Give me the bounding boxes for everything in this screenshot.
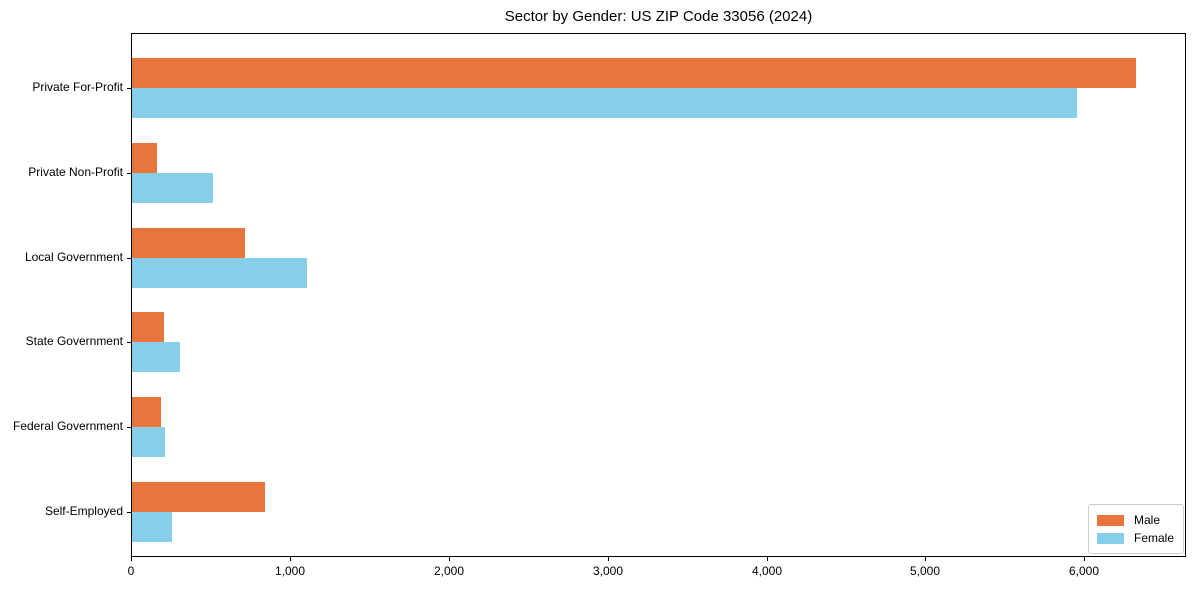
x-tick — [767, 557, 768, 561]
x-tick-label: 2,000 — [433, 564, 465, 578]
legend: Male Female — [1088, 504, 1185, 554]
x-tick-label: 6,000 — [1068, 564, 1100, 578]
x-tick — [608, 557, 609, 561]
legend-label-male: Male — [1134, 513, 1161, 527]
legend-swatch-male — [1097, 514, 1124, 526]
chart-title: Sector by Gender: US ZIP Code 33056 (202… — [504, 8, 813, 25]
y-axis-label-self-employed: Self-Employed — [44, 504, 123, 518]
y-tick — [127, 172, 131, 174]
y-axis-label-state-government: State Government — [25, 334, 123, 349]
x-tick-label: 0 — [127, 564, 135, 578]
y-axis-label-local-government: Local Government — [24, 249, 123, 264]
bar-female-private-for-profit — [132, 88, 1077, 118]
y-tick — [127, 427, 131, 429]
bar-male-federal-government — [132, 397, 161, 428]
y-axis-label-federal-government: Federal Government — [12, 419, 123, 434]
y-tick — [127, 257, 131, 259]
bar-female-local-government — [132, 257, 307, 288]
x-tick-label: 4,000 — [751, 564, 783, 578]
x-tick — [131, 557, 132, 561]
bar-female-private-non-profit — [132, 172, 213, 203]
plot-area — [131, 33, 1186, 557]
x-tick — [925, 557, 926, 561]
bar-female-self-employed — [132, 512, 172, 542]
x-tick — [290, 557, 291, 561]
legend-swatch-female — [1097, 532, 1124, 544]
bar-male-self-employed — [132, 482, 265, 512]
y-tick — [127, 512, 131, 513]
x-tick — [449, 557, 450, 561]
legend-entry-female: Female — [1097, 529, 1174, 547]
bar-female-federal-government — [132, 427, 165, 458]
bar-male-local-government — [132, 227, 245, 258]
x-tick-label: 1,000 — [274, 564, 306, 578]
bar-male-private-non-profit — [132, 142, 157, 173]
x-tick-label: 5,000 — [909, 564, 941, 578]
y-axis-label-private-non-profit: Private Non-Profit — [28, 164, 123, 179]
y-tick — [127, 342, 131, 344]
legend-entry-male: Male — [1097, 511, 1174, 529]
bar-male-private-for-profit — [132, 58, 1136, 88]
y-tick — [127, 88, 131, 89]
x-tick-label: 3,000 — [592, 564, 624, 578]
y-axis-label-private-for-profit: Private For-Profit — [32, 80, 123, 94]
legend-label-female: Female — [1134, 531, 1175, 545]
bar-female-state-government — [132, 342, 180, 373]
bar-male-state-government — [132, 312, 164, 343]
x-tick — [1084, 557, 1085, 561]
